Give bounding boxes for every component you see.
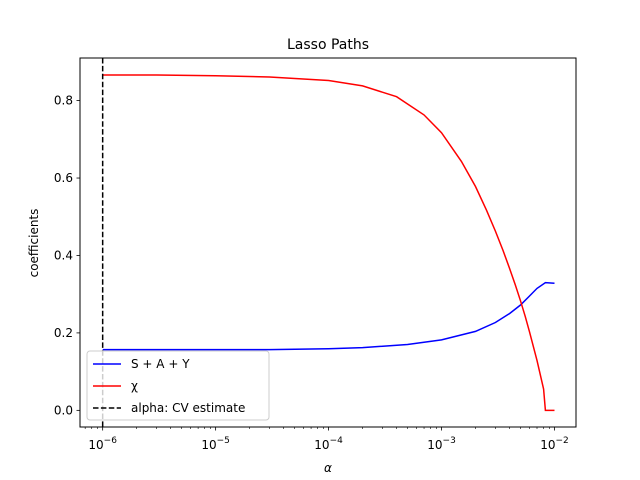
x-tick-label: 10−6 xyxy=(88,436,117,452)
y-tick-label: 0.4 xyxy=(54,248,73,262)
y-tick-label: 0.8 xyxy=(54,94,73,108)
y-tick-label: 0.6 xyxy=(54,171,73,185)
y-tick-label: 0.0 xyxy=(54,403,73,417)
x-tick-label: 10−5 xyxy=(201,436,230,452)
chart-title: Lasso Paths xyxy=(287,37,369,53)
x-tick-label: 10−2 xyxy=(540,436,569,452)
x-tick-label: 10−4 xyxy=(314,436,343,452)
series-line-1 xyxy=(102,281,555,351)
legend-label: χ xyxy=(131,379,138,393)
legend-label: alpha: CV estimate xyxy=(131,401,245,415)
x-tick-label: 10−3 xyxy=(427,436,456,452)
x-axis-label: α xyxy=(324,461,332,475)
legend-box xyxy=(86,350,270,421)
legend: S + A + Y χ alpha: CV estimate xyxy=(86,350,270,421)
plot-lines xyxy=(101,58,555,427)
series-line-2 xyxy=(102,74,555,412)
plot-frame xyxy=(79,57,577,428)
y-axis-ticks: 0.0 0.2 0.4 0.6 0.8 xyxy=(54,94,80,417)
y-axis-label: coefficients xyxy=(27,209,41,278)
legend-label: S + A + Y xyxy=(131,357,190,371)
y-tick-label: 0.2 xyxy=(54,326,73,340)
x-axis-ticks: 10−6 10−5 10−4 10−3 10−2 xyxy=(84,427,569,452)
